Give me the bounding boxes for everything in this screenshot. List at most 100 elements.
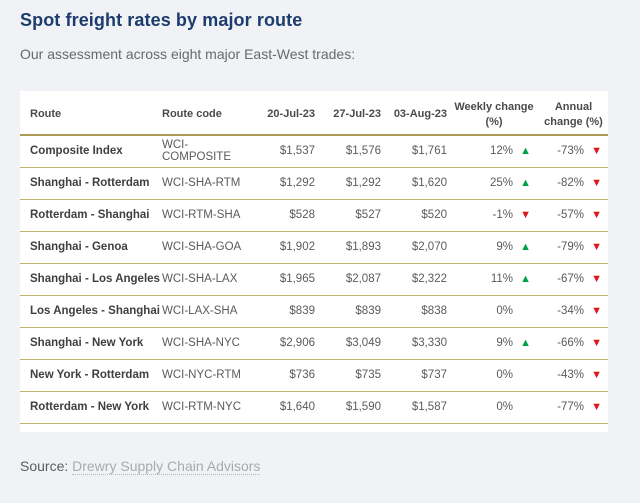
rate-cell: $2,322 <box>411 273 447 286</box>
annual-change-value: -66% <box>557 337 584 350</box>
annual-change-value: -43% <box>557 369 584 382</box>
source-line: Source: Drewry Supply Chain Advisors <box>20 457 640 475</box>
annual-change-cell: -77% ▼ <box>539 401 608 413</box>
down-arrow-icon: ▼ <box>591 240 602 253</box>
route-code-cell: WCI-COMPOSITE <box>162 139 232 164</box>
weekly-change-value: 0% <box>496 305 513 318</box>
column-header: Annual change (%) <box>544 101 603 128</box>
table-header-row: Route Route code 20-Jul-23 27-Jul-23 03-Aug-… <box>20 96 608 136</box>
annual-change-value: -77% <box>557 401 584 414</box>
annual-change-value: -82% <box>557 177 584 190</box>
rate-cell: $1,620 <box>411 177 447 190</box>
rate-cell: $1,292 <box>345 177 381 190</box>
route-cell: New York - Rotterdam <box>30 369 150 382</box>
page-subtitle: Our assessment across eight major East-W… <box>20 46 356 62</box>
route-cell: Los Angeles - Shanghai <box>30 305 160 318</box>
route-code-cell: WCI-SHA-NYC <box>162 337 240 350</box>
table-row: Shanghai - New York WCI-SHA-NYC $2,906 $3,0… <box>20 328 608 360</box>
page: { "page": { "title": "Spot freight rates… <box>0 10 640 503</box>
rate-cell: $1,761 <box>411 145 447 158</box>
rate-cell: $1,590 <box>345 401 381 414</box>
table-row: Rotterdam - New York WCI-RTM-NYC $1,640 $1,… <box>20 392 608 424</box>
rate-cell: $1,292 <box>279 177 315 190</box>
route-code-cell: WCI-NYC-RTM <box>162 369 241 382</box>
route-cell: Rotterdam - New York <box>30 401 150 414</box>
annual-change-value: -67% <box>557 273 584 286</box>
source-label: Source: <box>20 457 69 474</box>
rate-cell: $1,640 <box>279 401 315 414</box>
up-arrow-icon: ▲ <box>520 272 531 285</box>
rate-cell: $3,330 <box>411 337 447 350</box>
rate-cell: $3,049 <box>345 337 381 350</box>
column-header: Route code <box>162 108 222 121</box>
route-cell: Rotterdam - Shanghai <box>30 209 150 222</box>
annual-change-cell: -82% ▼ <box>539 177 608 189</box>
rate-cell: $527 <box>355 209 381 222</box>
source-link[interactable]: Drewry Supply Chain Advisors <box>72 457 261 475</box>
weekly-change-cell: 9% ▲ <box>449 337 539 349</box>
rate-cell: $736 <box>289 369 315 382</box>
column-header: Weekly change (%) <box>454 101 534 128</box>
table-row: Shanghai - Los Angeles WCI-SHA-LAX $1,965 $… <box>20 264 608 296</box>
route-cell: Composite Index <box>30 145 123 158</box>
rate-cell: $1,893 <box>345 241 381 254</box>
column-header: 20-Jul-23 <box>267 108 315 121</box>
annual-change-cell: -73% ▼ <box>539 145 608 157</box>
annual-change-cell: -57% ▼ <box>539 209 608 221</box>
annual-change-value: -79% <box>557 241 584 254</box>
down-arrow-icon: ▼ <box>591 272 602 285</box>
annual-change-value: -73% <box>557 145 584 158</box>
rate-cell: $2,906 <box>279 337 315 350</box>
annual-change-cell: -66% ▼ <box>539 337 608 349</box>
rate-cell: $839 <box>289 305 315 318</box>
rate-cell: $2,087 <box>345 273 381 286</box>
column-header: 27-Jul-23 <box>333 108 381 121</box>
rate-cell: $1,537 <box>279 145 315 158</box>
down-arrow-icon: ▼ <box>520 208 531 221</box>
table-body: Composite Index WCI-COMPOSITE $1,537 $1,576… <box>20 136 608 424</box>
rate-cell: $1,576 <box>345 145 381 158</box>
rate-cell: $2,070 <box>411 241 447 254</box>
weekly-change-cell: 25% ▲ <box>449 177 539 189</box>
weekly-change-cell: 0% <box>449 401 539 413</box>
route-code-cell: WCI-SHA-RTM <box>162 177 241 190</box>
weekly-change-cell: 0% <box>449 305 539 317</box>
rate-cell: $838 <box>421 305 447 318</box>
weekly-change-cell: -1% ▼ <box>449 209 539 221</box>
rate-cell: $735 <box>355 369 381 382</box>
route-code-cell: WCI-SHA-GOA <box>162 241 242 254</box>
route-code-cell: WCI-SHA-LAX <box>162 273 238 286</box>
down-arrow-icon: ▼ <box>591 208 602 221</box>
up-arrow-icon: ▲ <box>520 336 531 349</box>
up-arrow-icon: ▲ <box>520 176 531 189</box>
weekly-change-value: 0% <box>496 401 513 414</box>
down-arrow-icon: ▼ <box>591 368 602 381</box>
route-cell: Shanghai - Genoa <box>30 241 128 254</box>
route-code-cell: WCI-LAX-SHA <box>162 305 238 318</box>
rate-cell: $737 <box>421 369 447 382</box>
table-row: Composite Index WCI-COMPOSITE $1,537 $1,576… <box>20 136 608 168</box>
rate-cell: $528 <box>289 209 315 222</box>
weekly-change-value: 11% <box>490 273 513 286</box>
route-code-cell: WCI-RTM-SHA <box>162 209 241 222</box>
table-row: Shanghai - Genoa WCI-SHA-GOA $1,902 $1,893 $… <box>20 232 608 264</box>
freight-rates-table: Route Route code 20-Jul-23 27-Jul-23 03-Aug-… <box>20 91 608 432</box>
weekly-change-value: 25% <box>489 177 513 190</box>
weekly-change-cell: 9% ▲ <box>449 241 539 253</box>
table-row: Los Angeles - Shanghai WCI-LAX-SHA $839 $83… <box>20 296 608 328</box>
annual-change-cell: -34% ▼ <box>539 305 608 317</box>
annual-change-value: -34% <box>557 305 584 318</box>
annual-change-cell: -79% ▼ <box>539 241 608 253</box>
down-arrow-icon: ▼ <box>591 400 602 413</box>
weekly-change-value: 0% <box>496 369 513 382</box>
column-header: 03-Aug-23 <box>393 108 447 121</box>
down-arrow-icon: ▼ <box>591 176 602 189</box>
rate-cell: $520 <box>421 209 447 222</box>
weekly-change-value: 12% <box>489 145 513 158</box>
table-row: New York - Rotterdam WCI-NYC-RTM $736 $735 $… <box>20 360 608 392</box>
table-row: Rotterdam - Shanghai WCI-RTM-SHA $528 $527 $… <box>20 200 608 232</box>
up-arrow-icon: ▲ <box>520 240 531 253</box>
rate-cell: $1,587 <box>411 401 447 414</box>
route-cell: Shanghai - Los Angeles <box>30 273 160 286</box>
annual-change-cell: -43% ▼ <box>539 369 608 381</box>
